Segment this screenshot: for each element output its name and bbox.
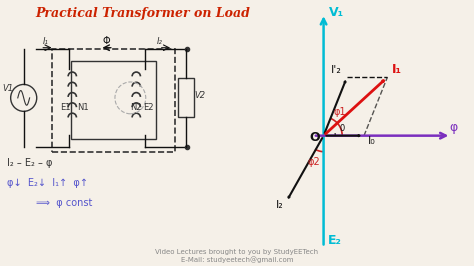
Text: 0: 0 bbox=[339, 124, 345, 134]
Text: I₂: I₂ bbox=[276, 200, 283, 210]
Text: φ: φ bbox=[449, 121, 457, 134]
Text: I'₂: I'₂ bbox=[331, 65, 342, 75]
Text: I₁: I₁ bbox=[392, 63, 401, 76]
Text: V2: V2 bbox=[194, 91, 205, 100]
Text: E2: E2 bbox=[143, 103, 154, 112]
Text: V₁: V₁ bbox=[329, 6, 344, 19]
Text: I₁: I₁ bbox=[43, 37, 48, 46]
Text: φ2: φ2 bbox=[308, 157, 320, 168]
Text: V1: V1 bbox=[2, 84, 13, 93]
Text: Video Lectures brought to you by StudyEETech
E-Mail: studyeetech@gmail.com: Video Lectures brought to you by StudyEE… bbox=[155, 250, 319, 263]
Text: I₂ – E₂ – φ: I₂ – E₂ – φ bbox=[7, 159, 53, 168]
Text: Φ: Φ bbox=[103, 36, 110, 46]
Text: I₂: I₂ bbox=[156, 37, 162, 46]
Text: φ1: φ1 bbox=[333, 107, 346, 118]
Text: I₀: I₀ bbox=[368, 136, 376, 146]
Text: E₂: E₂ bbox=[328, 234, 342, 247]
Text: E1: E1 bbox=[61, 103, 71, 112]
Text: O: O bbox=[310, 131, 320, 144]
Text: Practical Transformer on Load: Practical Transformer on Load bbox=[36, 7, 250, 20]
Text: N1: N1 bbox=[77, 103, 89, 112]
Text: φ↓  E₂↓  I₁↑  φ↑: φ↓ E₂↓ I₁↑ φ↑ bbox=[7, 178, 88, 188]
Text: ⟹  φ const: ⟹ φ const bbox=[36, 198, 92, 207]
Text: N2: N2 bbox=[130, 103, 142, 112]
